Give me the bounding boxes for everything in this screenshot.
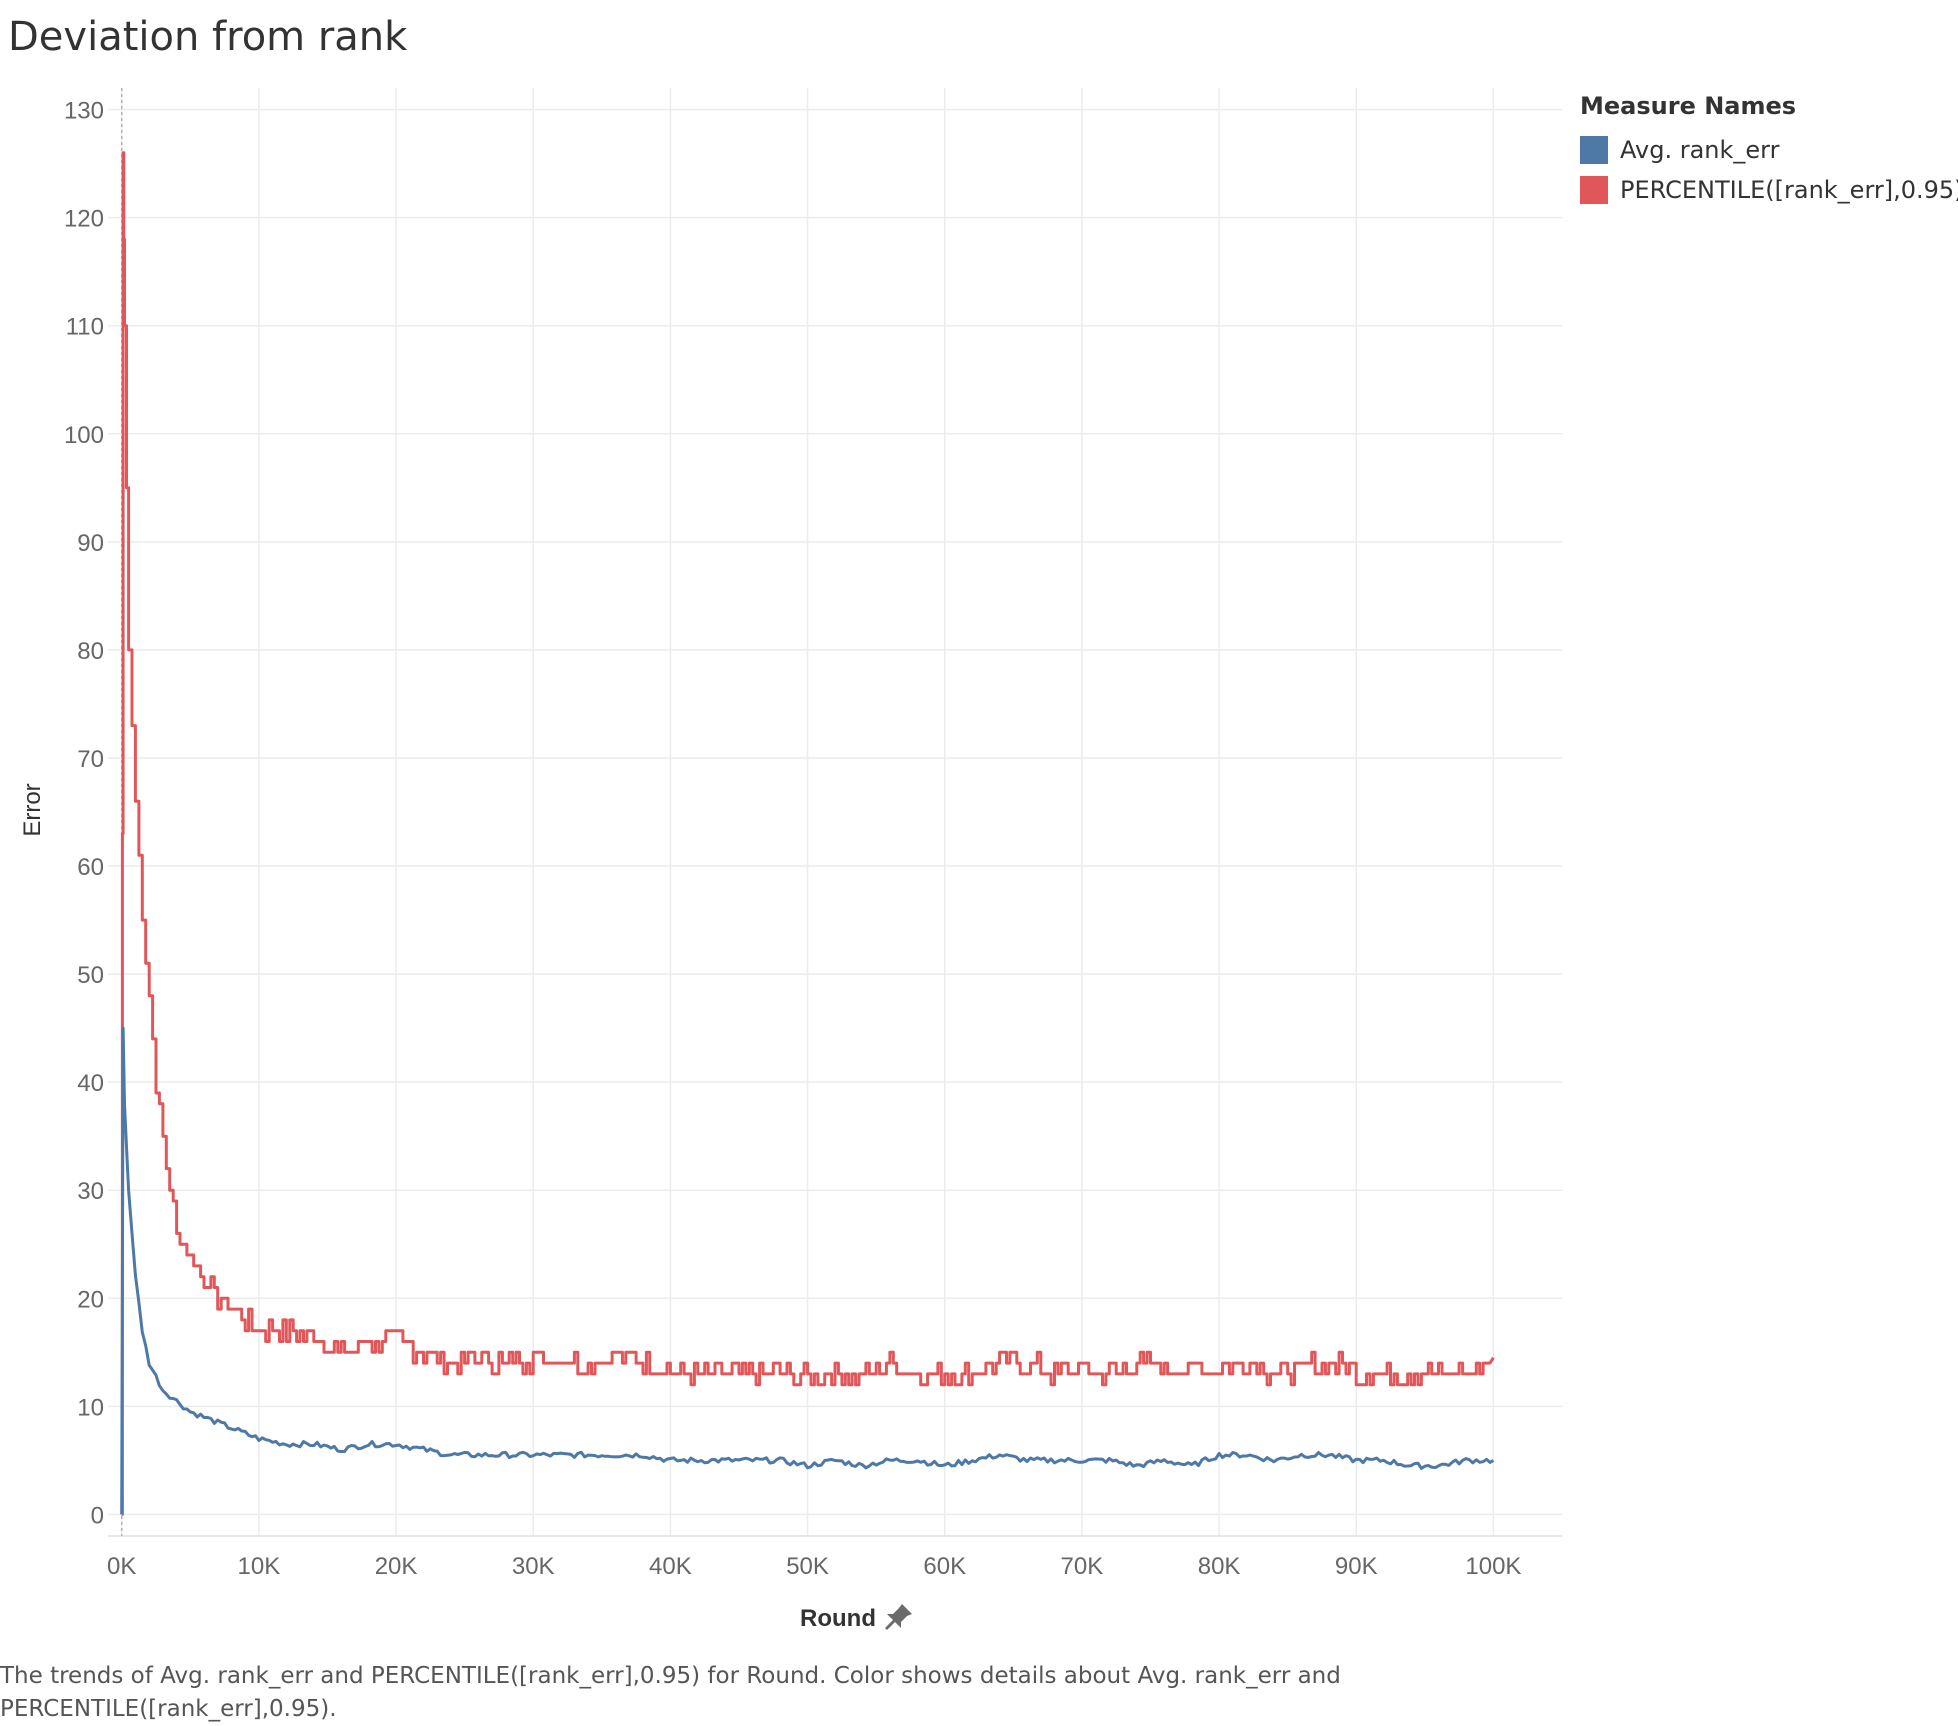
x-tick-label: 70K — [1061, 1553, 1104, 1580]
y-tick-label: 80 — [77, 638, 104, 665]
x-axis-ticks: 0K 10K 20K 30K 40K 50K 60K 70K 80K 90K 100K — [107, 1553, 1521, 1580]
y-tick-label: 10 — [77, 1394, 104, 1421]
legend-swatch — [1580, 176, 1608, 204]
legend-title: Measure Names — [1580, 92, 1797, 120]
y-tick-label: 90 — [77, 530, 104, 557]
y-tick-label: 120 — [64, 206, 104, 233]
y-tick-label: 40 — [77, 1070, 104, 1097]
x-tick-label: 90K — [1335, 1553, 1378, 1580]
series-line-percentile — [120, 151, 1495, 1516]
legend-swatch — [1580, 136, 1608, 164]
y-axis-label: Error — [19, 783, 46, 836]
y-tick-label: 60 — [77, 854, 104, 881]
legend-label: Avg. rank_err — [1620, 136, 1780, 164]
chart-caption: The trends of Avg. rank_err and PERCENTI… — [0, 1663, 1341, 1722]
x-axis-label: Round — [800, 1605, 876, 1632]
x-tick-label: 80K — [1198, 1553, 1241, 1580]
legend-label: PERCENTILE([rank_err],0.95) — [1620, 176, 1958, 204]
series-lines — [120, 151, 1495, 1516]
chart-title: Deviation from rank — [8, 14, 408, 60]
y-tick-label: 50 — [77, 962, 104, 989]
x-tick-label: 20K — [375, 1553, 418, 1580]
y-tick-label: 110 — [66, 314, 104, 341]
x-tick-label: 10K — [238, 1553, 281, 1580]
legend: Measure Names Avg. rank_err PERCENTILE([… — [1580, 92, 1958, 210]
x-tick-label: 0K — [107, 1553, 136, 1580]
series-line-avg-rank-err — [120, 1026, 1495, 1515]
y-axis-ticks: 0 10 20 30 40 50 60 70 80 90 100 110 120 130 — [64, 98, 104, 1530]
x-tick-label: 60K — [923, 1553, 966, 1580]
y-tick-label: 70 — [77, 746, 104, 773]
y-tick-label: 0 — [91, 1502, 104, 1529]
y-tick-label: 20 — [77, 1286, 104, 1313]
x-tick-label: 30K — [512, 1553, 555, 1580]
y-tick-label: 130 — [64, 98, 104, 125]
legend-item-avg-rank-err[interactable]: Avg. rank_err — [1580, 130, 1958, 170]
x-tick-label: 40K — [649, 1553, 692, 1580]
y-tick-label: 100 — [64, 422, 104, 449]
y-tick-label: 30 — [77, 1178, 104, 1205]
pin-icon[interactable] — [885, 1604, 912, 1630]
x-tick-label: 50K — [786, 1553, 829, 1580]
x-tick-label: 100K — [1465, 1553, 1521, 1580]
legend-item-percentile[interactable]: PERCENTILE([rank_err],0.95) — [1580, 170, 1958, 210]
grid-lines — [108, 88, 1562, 1537]
